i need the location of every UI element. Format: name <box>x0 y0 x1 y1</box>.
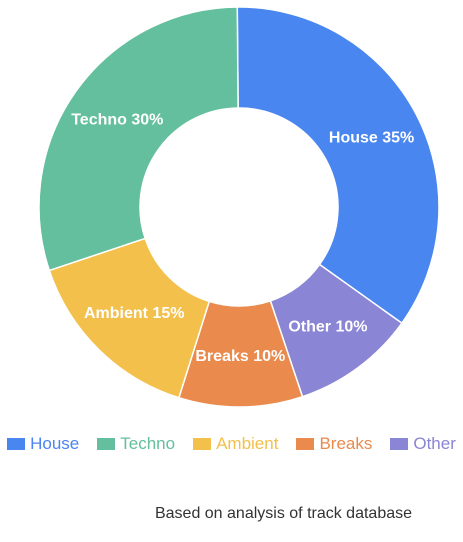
slice-label-ambient: Ambient 15% <box>84 305 184 322</box>
legend-label: Ambient <box>216 434 279 453</box>
legend-swatch <box>97 438 116 450</box>
slice-label-house: House 35% <box>329 129 414 146</box>
legend-label: House <box>30 434 80 453</box>
legend-item-ambient[interactable]: Ambient <box>193 434 278 454</box>
legend-swatch <box>296 438 315 450</box>
doughnut-chart: House 35% Other 10% Breaks 10% Ambient 15% T… <box>38 6 440 408</box>
slice-label-other: Other 10% <box>288 319 367 336</box>
slice-techno[interactable] <box>38 6 239 272</box>
legend-swatch <box>193 438 212 450</box>
legend-swatch <box>7 438 26 450</box>
chart-footnote: Based on analysis of track database <box>0 505 463 523</box>
legend-item-techno[interactable]: Techno <box>97 434 175 454</box>
footnote-text: Based on analysis of track database <box>154 505 413 522</box>
legend-item-breaks[interactable]: Breaks <box>296 434 372 454</box>
slice-label-breaks: Breaks 10% <box>195 348 285 365</box>
slice-house[interactable] <box>236 6 440 325</box>
doughnut-chart-svg: House 35% Other 10%Breaks 10% Ambient 15% T… <box>38 6 440 408</box>
chart-legend: House Techno Ambient Breaks Other <box>0 434 463 454</box>
legend-label: Techno <box>120 434 176 453</box>
legend-label: Breaks <box>319 434 373 453</box>
legend-label: Other <box>413 434 456 453</box>
legend-item-house[interactable]: House <box>7 434 79 454</box>
slice-label-techno: Techno 30% <box>71 112 163 129</box>
legend-item-other[interactable]: Other <box>390 434 456 454</box>
legend-swatch <box>390 438 409 450</box>
